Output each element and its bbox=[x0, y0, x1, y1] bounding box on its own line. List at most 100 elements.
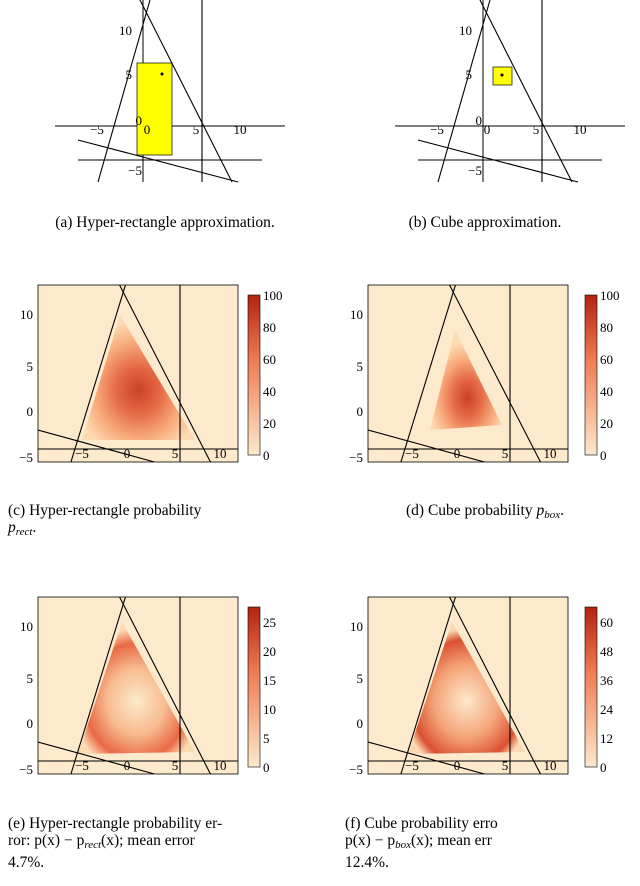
x-tick-10: 10 bbox=[214, 446, 227, 461]
y-tick-10: 10 bbox=[20, 619, 33, 634]
x-tick-minus5: −5 bbox=[75, 758, 89, 773]
colorbar-tick-2: 15 bbox=[263, 673, 276, 688]
x-tick-10: 10 bbox=[544, 446, 557, 461]
heatmap-f-box-error: 10 5 0 −5 −5 0 5 10 60 48 36 24 12 0 bbox=[349, 596, 614, 777]
y-tick-minus5: −5 bbox=[128, 163, 142, 178]
caption-f-line2: p(x) − p bbox=[345, 832, 396, 849]
y-tick-0: 0 bbox=[476, 113, 483, 128]
colorbar-tick-3: 40 bbox=[263, 384, 276, 399]
caption-d-math: p bbox=[536, 502, 545, 519]
y-tick-10: 10 bbox=[20, 307, 33, 322]
plot-a-hyper-rectangle: 10 5 0 −5 −5 0 5 10 bbox=[55, 0, 285, 183]
caption-d: (d) Cube probability pbox. bbox=[406, 502, 564, 521]
x-tick-minus5: −5 bbox=[405, 758, 419, 773]
caption-a: (a) Hyper-rectangle approximation. bbox=[55, 214, 275, 231]
colorbar-tick-0: 25 bbox=[263, 615, 276, 630]
probability-region bbox=[430, 330, 502, 430]
y-tick-5: 5 bbox=[357, 359, 364, 374]
colorbar-tick-5: 0 bbox=[600, 448, 607, 463]
plot-b-cube: 10 5 0 −5 −5 0 5 10 bbox=[395, 0, 625, 183]
constraint-line-5 bbox=[77, 139, 239, 183]
center-point bbox=[500, 73, 504, 77]
colorbar-tick-0: 100 bbox=[600, 288, 620, 303]
y-tick-minus5: −5 bbox=[468, 163, 482, 178]
colorbar-tick-4: 5 bbox=[263, 731, 270, 746]
y-tick-0: 0 bbox=[27, 716, 34, 731]
x-tick-5: 5 bbox=[502, 758, 509, 773]
colorbar-tick-0: 60 bbox=[600, 615, 613, 630]
constraint-line-5 bbox=[417, 139, 579, 183]
colorbar-tick-1: 20 bbox=[263, 644, 276, 659]
colorbar-tick-3: 10 bbox=[263, 702, 276, 717]
x-tick-5: 5 bbox=[172, 758, 179, 773]
y-tick-0: 0 bbox=[136, 113, 143, 128]
x-tick-10: 10 bbox=[214, 758, 227, 773]
colorbar-tick-3: 40 bbox=[600, 384, 613, 399]
y-tick-minus5: −5 bbox=[19, 450, 33, 465]
y-tick-10: 10 bbox=[350, 619, 363, 634]
y-tick-5: 5 bbox=[466, 67, 473, 82]
y-tick-0: 0 bbox=[357, 716, 364, 731]
y-tick-0: 0 bbox=[357, 404, 364, 419]
colorbar bbox=[584, 294, 598, 456]
y-tick-10: 10 bbox=[119, 23, 132, 38]
colorbar-tick-0: 100 bbox=[263, 288, 283, 303]
heatmap-d-box-probability: 10 5 0 −5 −5 0 5 10 100 80 60 40 20 0 bbox=[349, 284, 620, 465]
colorbar-tick-3: 24 bbox=[600, 702, 614, 717]
heatmap-e-rect-error: 10 5 0 −5 −5 0 5 10 25 20 15 10 5 0 bbox=[19, 596, 276, 777]
x-tick-0: 0 bbox=[124, 446, 131, 461]
caption-e: (e) Hyper-rectangle probability er- ror:… bbox=[8, 815, 223, 871]
constraint-line-2 bbox=[139, 0, 233, 183]
caption-e-line1: (e) Hyper-rectangle probability er- bbox=[8, 815, 223, 832]
x-tick-5: 5 bbox=[502, 446, 509, 461]
colorbar bbox=[584, 606, 598, 768]
x-tick-minus5: −5 bbox=[90, 122, 104, 137]
colorbar bbox=[247, 606, 261, 768]
error-region bbox=[408, 622, 525, 754]
probability-region bbox=[82, 315, 195, 440]
error-region bbox=[78, 622, 195, 754]
colorbar-tick-1: 48 bbox=[600, 644, 613, 659]
caption-f-line1: (f) Cube probability erro bbox=[345, 815, 498, 832]
caption-c-math: p bbox=[8, 519, 16, 536]
x-tick-0: 0 bbox=[144, 122, 151, 137]
colorbar-tick-4: 20 bbox=[263, 416, 276, 431]
colorbar-tick-5: 0 bbox=[600, 760, 607, 775]
caption-c: (c) Hyper-rectangle probability prect. bbox=[8, 502, 202, 538]
x-tick-0: 0 bbox=[484, 122, 491, 137]
caption-f-line3: 12.4%. bbox=[345, 854, 389, 871]
y-tick-5: 5 bbox=[357, 671, 364, 686]
y-tick-minus5: −5 bbox=[349, 762, 363, 777]
x-tick-0: 0 bbox=[454, 446, 461, 461]
caption-c-sub: rect bbox=[15, 526, 33, 538]
heatmap-c-rect-probability: 10 5 0 −5 −5 0 5 10 100 80 60 40 20 0 bbox=[19, 284, 283, 465]
y-tick-0: 0 bbox=[27, 404, 34, 419]
colorbar-tick-4: 12 bbox=[600, 731, 613, 746]
y-tick-5: 5 bbox=[126, 67, 133, 82]
caption-d-text: (d) Cube probability bbox=[406, 502, 533, 519]
constraint-line-1 bbox=[437, 0, 491, 183]
x-tick-10: 10 bbox=[544, 758, 557, 773]
colorbar-tick-4: 20 bbox=[600, 416, 613, 431]
x-tick-5: 5 bbox=[533, 122, 540, 137]
caption-c-text: (c) Hyper-rectangle probability bbox=[8, 502, 202, 519]
caption-e-line2: ror: p(x) − p bbox=[8, 832, 85, 849]
caption-d-sub: box bbox=[544, 509, 561, 521]
y-tick-minus5: −5 bbox=[349, 450, 363, 465]
y-tick-5: 5 bbox=[27, 359, 34, 374]
x-tick-minus5: −5 bbox=[75, 446, 89, 461]
x-tick-10: 10 bbox=[574, 122, 587, 137]
hyper-rectangle-region bbox=[136, 62, 173, 156]
constraint-line-2 bbox=[479, 0, 573, 183]
x-tick-minus5: −5 bbox=[405, 446, 419, 461]
colorbar-tick-5: 0 bbox=[263, 448, 270, 463]
x-tick-10: 10 bbox=[234, 122, 247, 137]
x-tick-0: 0 bbox=[454, 758, 461, 773]
colorbar bbox=[247, 294, 261, 456]
caption-b: (b) Cube approximation. bbox=[408, 214, 562, 231]
x-tick-0: 0 bbox=[124, 758, 131, 773]
colorbar-tick-2: 36 bbox=[600, 673, 614, 688]
colorbar-tick-1: 80 bbox=[263, 320, 276, 335]
colorbar-tick-2: 60 bbox=[263, 352, 276, 367]
x-tick-minus5: −5 bbox=[430, 122, 444, 137]
